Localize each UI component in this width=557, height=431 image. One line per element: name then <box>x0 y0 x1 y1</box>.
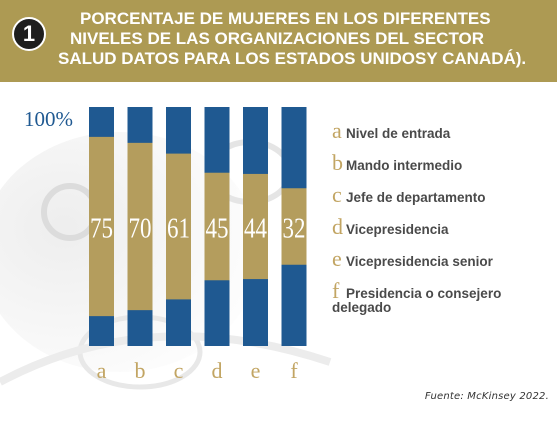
legend-label: Nivel de entrada <box>346 126 451 141</box>
value-label-c: 61 <box>167 213 190 245</box>
chart-title: PORCENTAJE DE MUJERES EN LOS DIFERENTES … <box>58 9 553 69</box>
legend-label: Presidencia o consejero <box>346 286 502 301</box>
bar-chart: 100% 75 70 61 45 44 32 a b c d e f <box>24 107 307 383</box>
category-labels-group: a b c d e f <box>97 358 299 383</box>
legend-item-e: e Vicepresidencia senior <box>332 246 493 273</box>
source-note: Fuente: McKinsey 2022. <box>424 391 549 402</box>
legend-label: Vicepresidencia <box>346 222 449 237</box>
legend-letter: a <box>332 118 342 143</box>
value-label-d: 45 <box>206 213 229 245</box>
legend-label: Jefe de departamento <box>346 190 486 205</box>
figure-number-badge: 1 <box>12 17 46 51</box>
legend-letter: d <box>332 214 343 239</box>
legend-letter: b <box>332 150 343 175</box>
title-line-3: SALUD DATOS PARA LOS ESTADOS UNIDOSY CAN… <box>58 49 527 68</box>
bar-e <box>243 173 268 280</box>
category-label-f: f <box>290 358 298 383</box>
bar-f <box>281 188 307 265</box>
y-axis-label: 100% <box>24 107 73 131</box>
legend-letter: c <box>332 182 342 207</box>
category-label-d: d <box>212 358 223 383</box>
legend-label-line-2: delegado <box>332 300 392 315</box>
title-banner: 1 PORCENTAJE DE MUJERES EN LOS DIFERENTE… <box>0 0 557 82</box>
title-line-1: PORCENTAJE DE MUJERES EN LOS DIFERENTES <box>80 9 491 28</box>
value-labels-group: 75 70 61 45 44 32 <box>90 213 306 245</box>
bar-a <box>89 136 114 317</box>
value-label-a: 75 <box>90 213 113 245</box>
category-label-e: e <box>251 358 261 383</box>
legend-item-b: b Mando intermedio <box>332 150 462 177</box>
title-line-2: NIVELES DE LAS ORGANIZACIONES DEL SECTOR <box>70 29 485 48</box>
legend-label: Mando intermedio <box>346 158 463 173</box>
value-label-b: 70 <box>129 213 152 245</box>
bar-b <box>127 142 153 311</box>
legend-label: Vicepresidencia senior <box>346 254 493 269</box>
legend-item-a: a Nivel de entrada <box>332 118 450 145</box>
legend-item-c: c Jefe de departamento <box>332 182 486 209</box>
legend-item-d: d Vicepresidencia <box>332 214 449 241</box>
legend-letter: e <box>332 246 342 271</box>
value-label-f: 32 <box>283 213 306 245</box>
legend-item-f: f Presidencia o consejero delegado <box>332 278 502 315</box>
bar-c <box>166 153 191 300</box>
bars-group <box>89 107 307 346</box>
category-label-b: b <box>135 358 146 383</box>
bar-d <box>204 172 230 281</box>
category-label-a: a <box>97 358 107 383</box>
value-label-e: 44 <box>244 213 267 245</box>
category-label-c: c <box>174 358 184 383</box>
legend-letter: f <box>332 278 340 303</box>
